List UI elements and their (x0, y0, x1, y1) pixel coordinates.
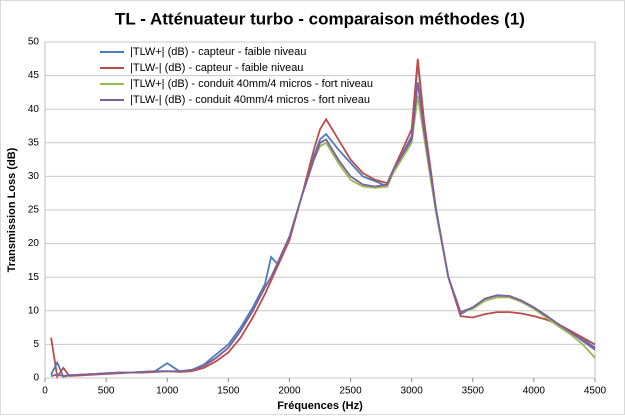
y-tick-label: 30 (28, 171, 40, 182)
y-tick-label: 45 (28, 70, 40, 81)
x-axis-label: Fréquences (Hz) (277, 400, 363, 412)
x-tick-label: 3000 (401, 386, 424, 397)
x-tick-label: 4500 (584, 386, 607, 397)
y-tick-label: 40 (28, 104, 40, 115)
x-tick-label: 0 (42, 386, 48, 397)
x-tick-label: 500 (98, 386, 115, 397)
y-tick-label: 35 (28, 137, 40, 148)
legend-label: |TLW-| (dB) - conduit 40mm/4 micros - fo… (130, 94, 370, 106)
series-line (50, 82, 596, 377)
y-axis-label: Transmission Loss (dB) (6, 147, 18, 272)
y-tick-label: 15 (28, 272, 40, 283)
x-tick-label: 1000 (156, 386, 179, 397)
y-tick-label: 25 (28, 205, 40, 216)
y-tick-label: 10 (28, 305, 40, 316)
y-tick-label: 0 (33, 373, 39, 384)
x-tick-label: 2000 (278, 386, 301, 397)
x-tick-label: 4000 (523, 386, 546, 397)
legend-label: |TLW+| (dB) - capteur - faible niveau (130, 46, 306, 58)
chart-title: TL - Atténuateur turbo - comparaison mét… (115, 9, 525, 28)
y-tick-label: 20 (28, 238, 40, 249)
y-tick-label: 5 (33, 339, 39, 350)
x-tick-label: 1500 (217, 386, 240, 397)
legend-label: |TLW-| (dB) - capteur - faible niveau (130, 62, 303, 74)
x-tick-label: 2500 (339, 386, 362, 397)
legend-label: |TLW+| (dB) - conduit 40mm/4 micros - fo… (130, 78, 373, 90)
x-tick-label: 3500 (462, 386, 485, 397)
y-tick-label: 50 (28, 37, 40, 48)
